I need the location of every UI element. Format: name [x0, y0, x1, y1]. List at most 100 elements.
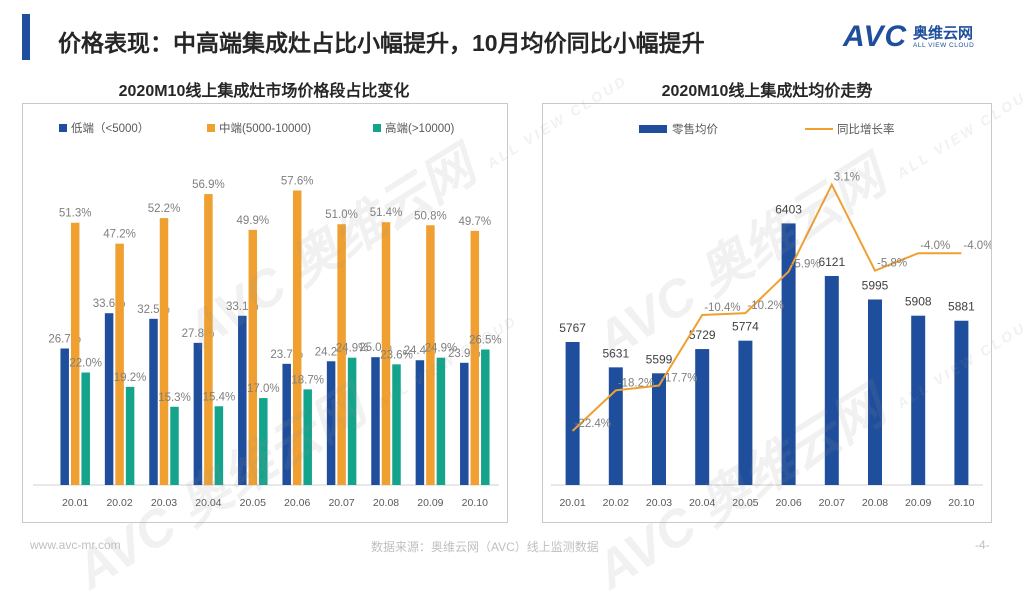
bar-label-20.01: 5767	[559, 321, 586, 335]
bar-20.06	[781, 223, 796, 485]
bar-label-20.07: 6121	[818, 255, 845, 269]
average-price-chart-svg: 零售均价 同比增长率 5767 20.01 5631 20.02 5599 20.03 5729…	[551, 122, 991, 509]
data-label-2-20.02: 19.2%	[114, 372, 147, 384]
line-label-20.09: -4.0%	[920, 240, 950, 252]
x-tick-label: 20.08	[373, 497, 399, 509]
bar-label-20.06: 6403	[775, 202, 802, 216]
data-label-2-20.10: 26.5%	[469, 335, 502, 347]
bar-1-20.01	[70, 222, 80, 485]
legend-label-2: 高端(>10000)	[385, 121, 455, 135]
bar-20.02	[608, 367, 623, 485]
bar-1-20.09	[426, 225, 435, 485]
bar-1-20.08	[381, 222, 391, 485]
yoy-growth-line	[571, 182, 962, 432]
bar-0-20.01	[60, 348, 69, 485]
data-label-1-20.09: 50.8%	[414, 210, 447, 222]
line-label-20.08: -5.8%	[877, 258, 907, 270]
x-tick-label: 20.09	[417, 497, 443, 509]
bar-label-20.08: 5995	[862, 278, 889, 292]
left-chart-title: 2020M10线上集成灶市场价格段占比变化	[118, 83, 410, 100]
bar-1-20.06	[292, 190, 302, 485]
data-label-1-20.06: 57.6%	[281, 175, 314, 187]
x-tick-label: 20.09	[905, 497, 931, 509]
right-chart-title: 2020M10线上集成灶均价走势	[661, 83, 873, 100]
line-label-20.04: -10.4%	[704, 302, 740, 314]
bar-0-20.04	[193, 342, 203, 485]
line-label-20.10: -4.0%	[963, 240, 991, 252]
x-tick-label: 20.10	[948, 497, 974, 509]
bar-0-20.07	[326, 361, 336, 485]
line-label-20.03: -17.7%	[661, 373, 697, 385]
bar-0-20.10	[460, 362, 469, 485]
data-label-2-20.09: 24.9%	[425, 343, 458, 355]
bar-2-20.10	[481, 349, 490, 485]
x-tick-label: 20.04	[195, 497, 221, 509]
bar-20.10	[954, 320, 969, 485]
bar-label-20.03: 5599	[646, 352, 673, 366]
legend-label-bar: 零售均价	[672, 122, 718, 136]
x-tick-label: 20.04	[689, 497, 715, 509]
bar-2-20.08	[392, 364, 401, 485]
x-tick-label: 20.06	[775, 497, 801, 509]
bar-0-20.08	[371, 357, 380, 485]
line-label-20.06: -5.9%	[791, 259, 821, 271]
legend-swatch-1	[207, 124, 215, 132]
bar-label-20.10: 5881	[948, 300, 975, 314]
bar-0-20.09	[415, 360, 425, 485]
x-tick-label: 20.08	[862, 497, 888, 509]
x-tick-label: 20.07	[819, 497, 845, 509]
average-price-chart: 零售均价 同比增长率 5767 20.01 5631 20.02 5599 20.03 5729…	[542, 103, 992, 523]
bar-2-20.03	[170, 406, 179, 485]
bar-label-20.05: 5774	[732, 320, 759, 334]
bar-20.04	[695, 349, 710, 485]
x-tick-label: 20.05	[732, 497, 758, 509]
bar-20.01	[565, 341, 580, 485]
legend-label-1: 中端(5000-10000)	[219, 122, 311, 135]
x-tick-label: 20.10	[462, 497, 488, 509]
data-label-2-20.05: 17.0%	[247, 383, 280, 395]
bar-1-20.04	[204, 194, 213, 485]
x-tick-label: 20.05	[240, 497, 266, 509]
data-label-1-20.10: 49.7%	[458, 216, 491, 228]
data-label-1-20.08: 51.4%	[370, 207, 403, 219]
data-label-1-20.03: 52.2%	[148, 203, 181, 215]
bar-2-20.09	[436, 357, 446, 485]
legend-swatch-bar	[639, 125, 667, 133]
data-label-1-20.02: 47.2%	[103, 229, 136, 241]
legend-swatch-2	[373, 124, 381, 132]
line-label-20.05: -10.2%	[747, 300, 783, 312]
bar-2-20.01	[81, 372, 90, 485]
bar-20.07	[824, 275, 839, 485]
footer-page-number: -4-	[975, 538, 990, 552]
title-accent-bar	[22, 14, 30, 60]
price-segment-chart-svg: 低端（<5000） 中端(5000-10000) 高端(>10000)26.7%51…	[33, 121, 502, 509]
line-label-20.01: -22.4%	[575, 418, 611, 430]
x-tick-label: 20.01	[559, 497, 585, 509]
data-label-2-20.06: 18.7%	[291, 374, 324, 386]
bar-20.03	[652, 373, 666, 485]
data-label-2-20.03: 15.3%	[158, 392, 191, 404]
legend-label-0: 低端（<5000）	[71, 122, 149, 135]
bar-2-20.02	[125, 386, 135, 485]
data-label-1-20.01: 51.3%	[59, 208, 92, 220]
title-bar: 价格表现：中高端集成灶占比小幅提升，10月均价同比小幅提升 AVC 奥维云网 A…	[0, 0, 1024, 72]
bar-2-20.06	[303, 389, 312, 485]
data-label-1-20.05: 49.9%	[236, 215, 269, 227]
x-tick-label: 20.02	[603, 497, 629, 509]
bar-label-20.04: 5729	[689, 328, 716, 342]
bar-20.09	[911, 315, 926, 485]
x-tick-label: 20.03	[151, 497, 177, 509]
bar-1-20.10	[470, 230, 480, 485]
line-label-20.02: -18.2%	[618, 377, 654, 389]
data-label-2-20.07: 24.9%	[336, 343, 369, 355]
x-tick-label: 20.01	[62, 497, 88, 509]
bar-label-20.09: 5908	[905, 295, 932, 309]
legend-swatch-0	[59, 124, 67, 132]
x-tick-label: 20.06	[284, 497, 310, 509]
bar-2-20.05	[259, 398, 268, 485]
avc-logo: AVC 奥维云网 ALL VIEW CLOUD	[843, 20, 1003, 60]
bar-0-20.02	[104, 313, 114, 485]
bar-0-20.06	[282, 363, 291, 485]
footer-url: www.avc-mr.com	[30, 538, 121, 552]
logo-en-text: ALL VIEW CLOUD	[913, 42, 975, 49]
